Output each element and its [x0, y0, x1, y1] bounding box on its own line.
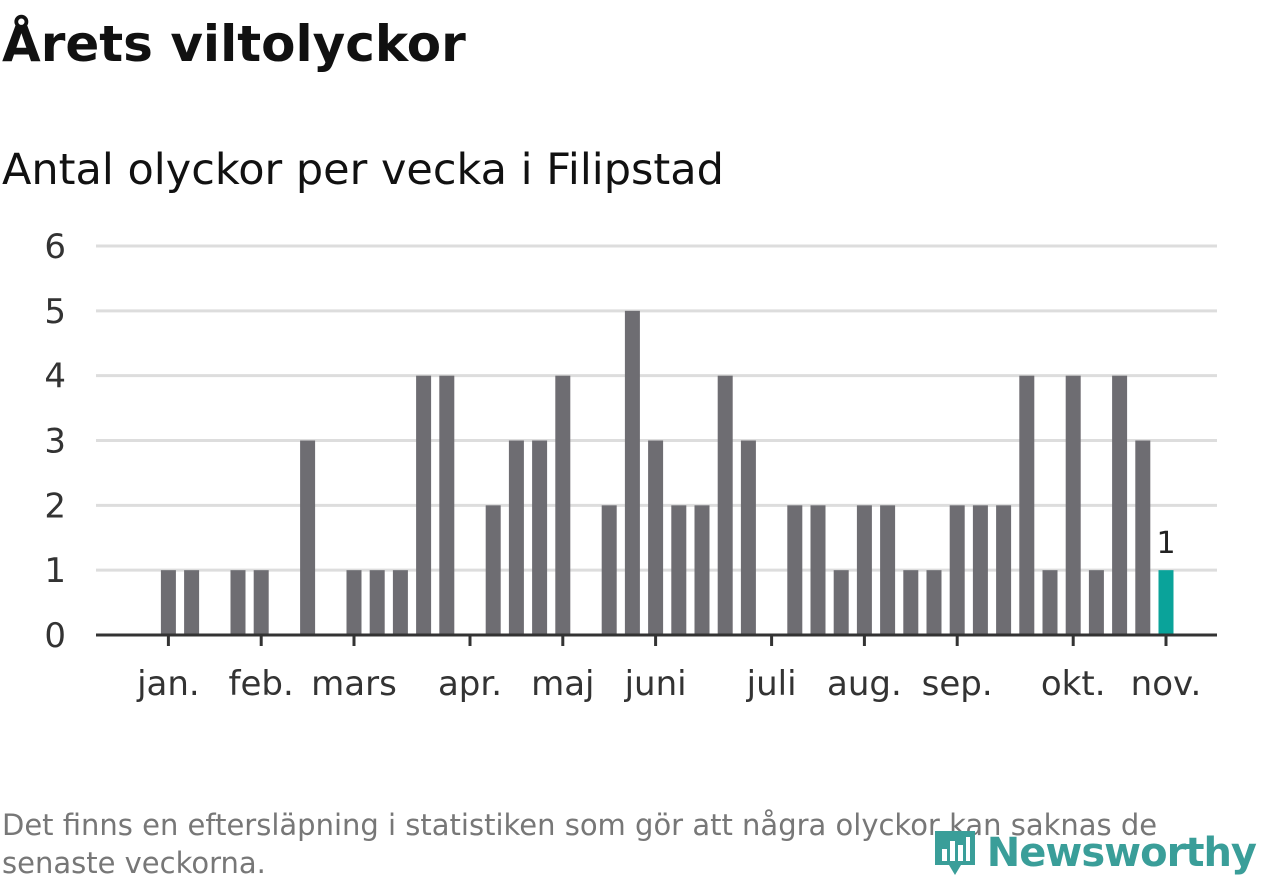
axes [96, 633, 1217, 646]
bar [532, 440, 548, 635]
x-tick-label: mars [311, 664, 397, 704]
bar [880, 505, 896, 635]
bar [485, 505, 501, 635]
x-tick-label: juni [624, 664, 687, 704]
bar [1112, 375, 1128, 635]
chart-title: Årets viltolyckor [2, 15, 466, 73]
bar [1042, 570, 1058, 635]
bar [671, 505, 687, 635]
bar [1135, 440, 1151, 635]
data-label-current-week: 1 [1156, 526, 1175, 561]
x-tick-label: jan. [136, 664, 200, 704]
y-tick-label: 0 [44, 616, 66, 656]
x-tick-label: feb. [229, 664, 294, 704]
x-tick-label: okt. [1041, 664, 1106, 704]
x-tick-label: nov. [1131, 664, 1202, 704]
bar [648, 440, 664, 635]
chart-subtitle: Antal olyckor per vecka i Filipstad [2, 145, 724, 195]
x-tick-label: apr. [438, 664, 502, 704]
bar [1088, 570, 1104, 635]
bar [300, 440, 316, 635]
bar [624, 310, 640, 635]
bar [1065, 375, 1081, 635]
bar [810, 505, 826, 635]
y-tick-label: 1 [44, 551, 66, 591]
bar [416, 375, 432, 635]
logo-text: Newsworthy [986, 830, 1257, 876]
bar [694, 505, 710, 635]
bar [439, 375, 455, 635]
y-tick-label: 2 [44, 486, 66, 526]
bar [972, 505, 988, 635]
bar [717, 375, 733, 635]
bar [926, 570, 942, 635]
bar [230, 570, 246, 635]
y-tick-label: 5 [44, 292, 66, 332]
y-tick-label: 6 [44, 227, 66, 267]
bar [996, 505, 1012, 635]
bar [787, 505, 803, 635]
bar [392, 570, 408, 635]
x-tick-label: sep. [922, 664, 993, 704]
bar [903, 570, 919, 635]
bar [740, 440, 756, 635]
bar-current-week [1158, 570, 1174, 635]
bar [508, 440, 524, 635]
x-tick-label: maj [531, 664, 594, 704]
y-tick-label: 3 [44, 422, 66, 462]
bar [160, 570, 176, 635]
x-tick-label: juli [746, 664, 797, 704]
labels: 0 1 2 3 4 5 6 1 jan. feb. mars apr. maj juni juli aug. s… [44, 227, 1201, 704]
bar [369, 570, 385, 635]
bar-chart-pin-icon [934, 831, 975, 875]
bar [601, 505, 617, 635]
bar [833, 570, 849, 635]
bar [555, 375, 571, 635]
bar [184, 570, 200, 635]
newsworthy-logo: Newsworthy [931, 827, 1257, 879]
bar [949, 505, 965, 635]
bar [346, 570, 362, 635]
bars [160, 310, 1174, 635]
bar [856, 505, 872, 635]
y-tick-label: 4 [44, 357, 66, 397]
x-tick-label: aug. [827, 664, 902, 704]
bar [1019, 375, 1035, 635]
bar [253, 570, 269, 635]
